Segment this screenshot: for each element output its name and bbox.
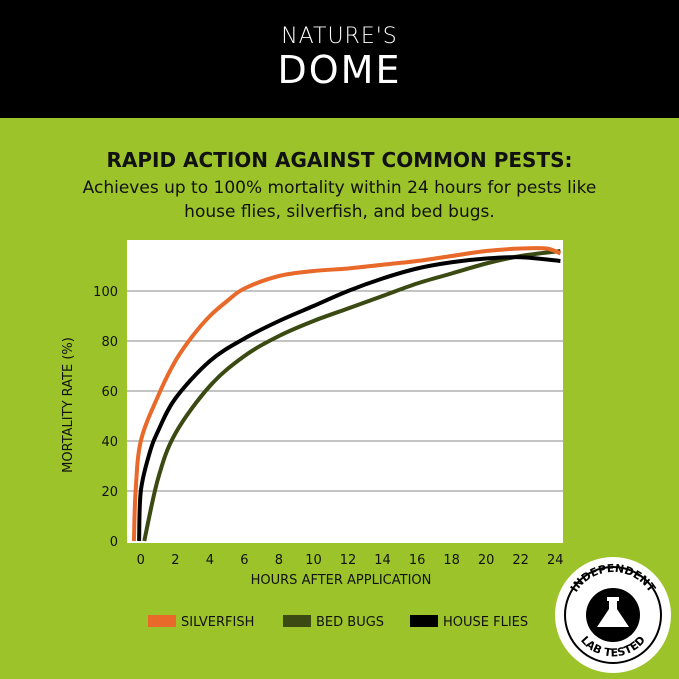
heading: RAPID ACTION AGAINST COMMON PESTS:: [106, 148, 573, 172]
logo-line2: DOME: [277, 48, 402, 92]
logo-line1: NATURE'S: [281, 24, 398, 49]
y-tick-label: 40: [101, 435, 118, 450]
x-tick-label: 16: [409, 553, 426, 568]
x-tick-label: 8: [275, 553, 283, 568]
series-line-silverfish: [131, 246, 562, 542]
x-tick-label: 2: [171, 553, 179, 568]
series-line-bed-bugs: [142, 249, 561, 542]
subheading: Achieves up to 100% mortality within 24 …: [82, 178, 597, 222]
legend-label: HOUSE FLIES: [443, 615, 528, 630]
x-tick-label: 12: [340, 553, 357, 568]
y-tick-label: 100: [93, 285, 118, 300]
legend-swatch: [410, 615, 438, 627]
x-tick-label: 6: [240, 553, 248, 568]
legend-swatch: [283, 615, 311, 627]
x-tick-label: 4: [206, 553, 214, 568]
lab-tested-badge: INDEPENDENT LAB TESTED: [555, 557, 671, 673]
y-tick-label: 80: [101, 335, 118, 350]
y-axis-label: MORTALITY RATE (%): [61, 337, 76, 473]
y-tick-label: 0: [110, 535, 118, 550]
x-tick-label: 24: [547, 553, 564, 568]
series-line-house-flies: [137, 255, 561, 542]
legend-label: SILVERFISH: [181, 615, 254, 630]
x-tick-label: 14: [374, 553, 391, 568]
x-tick-label: 10: [305, 553, 322, 568]
x-tick-label: 22: [512, 553, 529, 568]
legend-label: BED BUGS: [316, 615, 384, 630]
y-tick-label: 60: [101, 385, 118, 400]
brand-header: NATURE'S DOME: [0, 0, 679, 118]
flask-icon: [597, 597, 629, 627]
x-tick-label: 20: [478, 553, 495, 568]
y-tick-label: 20: [101, 485, 118, 500]
x-axis-label: HOURS AFTER APPLICATION: [251, 573, 432, 588]
x-tick-label: 0: [137, 553, 145, 568]
x-tick-label: 18: [443, 553, 460, 568]
legend-swatch: [148, 615, 176, 627]
